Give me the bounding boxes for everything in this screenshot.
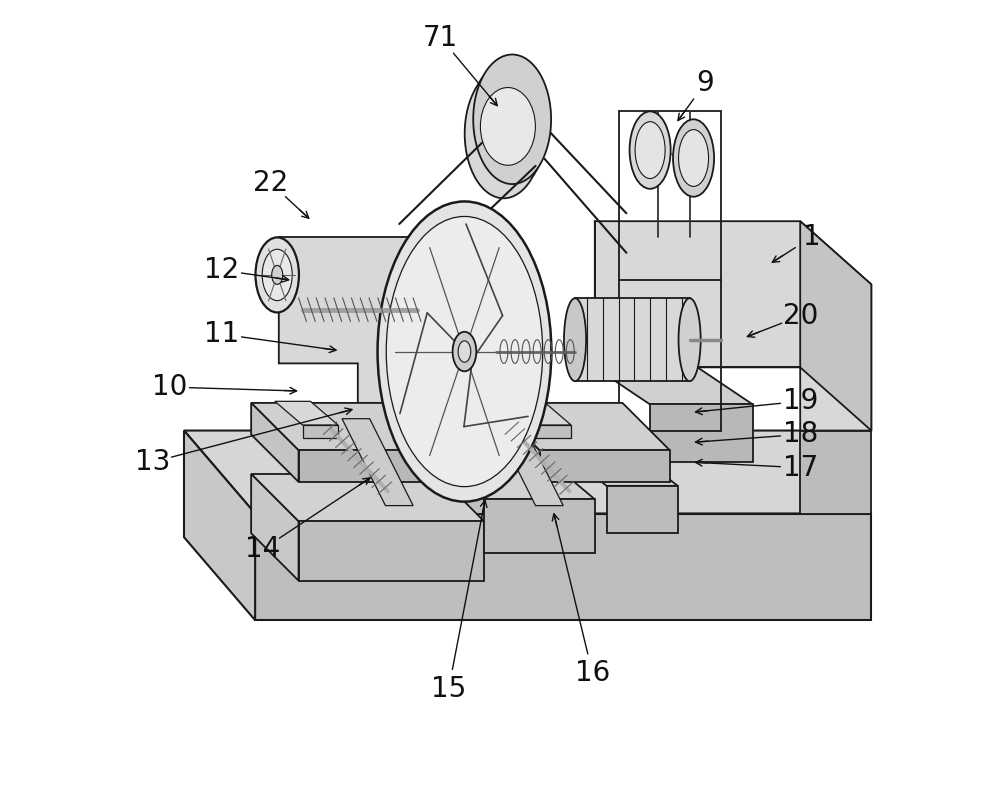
Polygon shape — [650, 404, 753, 462]
Polygon shape — [800, 221, 871, 431]
Text: 13: 13 — [135, 448, 170, 476]
Polygon shape — [595, 367, 753, 404]
Polygon shape — [251, 403, 437, 450]
Polygon shape — [540, 450, 670, 482]
Polygon shape — [595, 221, 871, 431]
Polygon shape — [184, 431, 255, 620]
Polygon shape — [251, 474, 484, 521]
Ellipse shape — [673, 119, 714, 197]
Ellipse shape — [386, 216, 543, 487]
Polygon shape — [279, 237, 500, 431]
Ellipse shape — [679, 298, 701, 382]
Ellipse shape — [458, 340, 471, 362]
Text: 9: 9 — [697, 69, 714, 97]
Text: 18: 18 — [783, 420, 818, 449]
Ellipse shape — [255, 237, 299, 312]
Polygon shape — [358, 431, 500, 514]
Polygon shape — [492, 403, 540, 482]
Text: 1: 1 — [803, 223, 821, 251]
Text: 19: 19 — [783, 387, 818, 416]
Ellipse shape — [564, 298, 586, 382]
Polygon shape — [492, 419, 563, 506]
Polygon shape — [445, 466, 595, 499]
Text: 17: 17 — [783, 453, 818, 482]
Polygon shape — [492, 403, 670, 450]
Polygon shape — [299, 450, 437, 482]
Polygon shape — [342, 419, 413, 506]
Polygon shape — [302, 425, 338, 438]
Text: 10: 10 — [152, 373, 187, 401]
Ellipse shape — [469, 62, 547, 191]
Text: 14: 14 — [245, 535, 281, 563]
Polygon shape — [800, 431, 871, 514]
Ellipse shape — [480, 88, 535, 165]
Polygon shape — [251, 474, 299, 581]
Polygon shape — [536, 425, 571, 438]
Ellipse shape — [465, 69, 543, 198]
Text: 71: 71 — [423, 24, 458, 52]
Polygon shape — [607, 486, 678, 533]
Text: 22: 22 — [253, 169, 289, 198]
Text: 20: 20 — [783, 302, 818, 330]
Polygon shape — [575, 299, 690, 382]
Polygon shape — [184, 431, 871, 514]
Text: 15: 15 — [431, 675, 466, 703]
Ellipse shape — [473, 55, 551, 184]
Polygon shape — [251, 403, 299, 482]
Ellipse shape — [630, 111, 671, 189]
Polygon shape — [571, 458, 678, 486]
Ellipse shape — [679, 130, 709, 186]
Polygon shape — [484, 499, 595, 553]
Ellipse shape — [378, 201, 551, 502]
Ellipse shape — [272, 265, 283, 284]
Text: 11: 11 — [204, 320, 240, 348]
Polygon shape — [255, 514, 871, 620]
Ellipse shape — [635, 122, 665, 179]
Ellipse shape — [262, 250, 292, 301]
Polygon shape — [508, 401, 571, 425]
Text: 12: 12 — [204, 256, 240, 284]
Ellipse shape — [453, 332, 476, 371]
Polygon shape — [299, 521, 484, 581]
Text: 16: 16 — [575, 659, 610, 687]
Polygon shape — [275, 401, 338, 425]
